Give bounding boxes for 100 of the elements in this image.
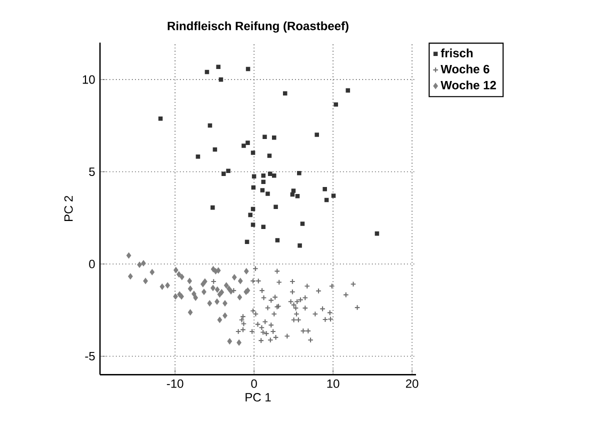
point — [275, 238, 280, 242]
point — [242, 144, 246, 148]
chart-title: Rindfleisch Reifung (Roastbeef) — [168, 21, 348, 33]
point — [237, 294, 242, 300]
point — [320, 306, 326, 312]
point — [254, 321, 261, 328]
point — [180, 274, 184, 280]
point — [261, 224, 266, 230]
point — [174, 267, 178, 274]
point — [298, 243, 302, 248]
point — [222, 172, 226, 176]
point — [272, 136, 276, 140]
point — [302, 294, 308, 301]
point — [305, 328, 312, 334]
y-tick-label: 0 — [89, 260, 95, 268]
y-tick-label: -5 — [85, 352, 95, 360]
point — [202, 288, 206, 295]
point — [216, 268, 221, 274]
point — [346, 88, 350, 93]
point — [331, 194, 336, 198]
point — [246, 140, 250, 145]
point — [274, 204, 278, 209]
point — [272, 174, 276, 178]
point — [250, 222, 256, 227]
point — [141, 260, 146, 266]
point — [219, 289, 224, 296]
point — [354, 304, 360, 310]
point — [160, 284, 165, 290]
point — [137, 262, 142, 268]
x-axis-title: PC 1 — [246, 393, 271, 402]
point — [143, 278, 148, 284]
point — [297, 170, 302, 176]
point — [196, 154, 200, 159]
point — [294, 311, 300, 317]
point — [187, 278, 192, 284]
point — [226, 168, 230, 173]
point — [224, 282, 229, 288]
point — [252, 311, 259, 317]
point — [240, 320, 247, 327]
point — [290, 192, 295, 197]
point — [238, 278, 243, 284]
point — [188, 309, 193, 316]
point — [300, 328, 306, 334]
point — [165, 282, 170, 288]
point — [274, 268, 280, 274]
point — [308, 337, 314, 343]
point — [218, 77, 224, 82]
point — [210, 205, 215, 210]
point — [173, 294, 178, 300]
point — [261, 180, 266, 184]
point — [188, 286, 193, 292]
point — [322, 316, 328, 322]
point — [222, 312, 228, 319]
point — [193, 294, 198, 301]
y-tick-label: 5 — [89, 168, 95, 176]
point — [374, 231, 380, 236]
point — [244, 240, 250, 244]
point — [150, 269, 154, 276]
point — [216, 64, 220, 69]
point — [291, 188, 296, 193]
y-tick-label: 10 — [82, 75, 95, 84]
y-axis-title: PC 2 — [64, 196, 73, 222]
point — [324, 198, 329, 202]
point — [266, 192, 270, 196]
point — [250, 206, 256, 212]
point — [312, 311, 318, 317]
point — [214, 298, 220, 305]
point — [212, 147, 218, 152]
point — [128, 273, 133, 280]
point — [214, 286, 220, 293]
point — [158, 116, 163, 121]
point — [232, 274, 237, 280]
point — [268, 172, 272, 176]
point — [207, 300, 212, 306]
point — [261, 174, 266, 178]
point — [176, 271, 182, 278]
point — [334, 102, 338, 107]
point — [262, 134, 267, 140]
point — [252, 174, 256, 179]
point — [235, 328, 242, 334]
point — [272, 294, 278, 300]
point — [217, 316, 222, 323]
point — [236, 340, 242, 346]
point — [260, 294, 267, 301]
point — [222, 300, 228, 306]
point — [259, 288, 265, 294]
point — [202, 278, 208, 284]
point — [246, 66, 250, 72]
point — [244, 268, 249, 274]
point — [263, 330, 270, 336]
point — [248, 212, 252, 218]
point — [227, 338, 232, 344]
point — [267, 154, 272, 158]
point — [298, 296, 304, 303]
legend-label: Woche 12 — [440, 80, 496, 90]
x-tick-label: -10 — [166, 379, 184, 388]
point — [295, 194, 300, 198]
x-tick-label: 0 — [251, 379, 257, 388]
point — [300, 222, 305, 226]
point — [250, 278, 256, 284]
